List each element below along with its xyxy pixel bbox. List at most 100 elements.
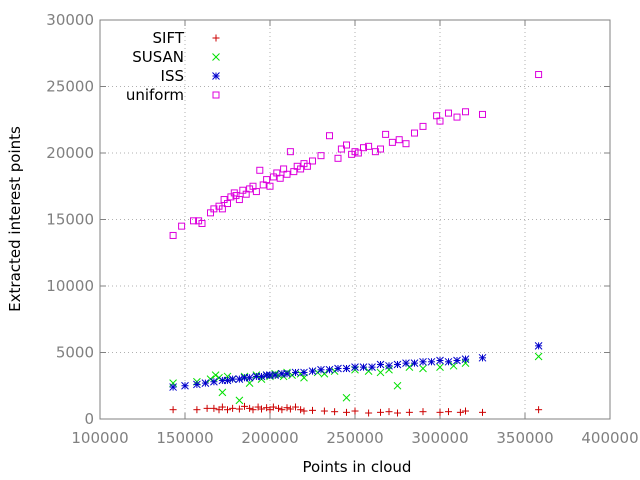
- iss-point: [534, 341, 543, 350]
- uniform-point: [445, 109, 452, 117]
- sift-point: [331, 408, 339, 416]
- sift-point: [300, 407, 308, 415]
- iss-point: [291, 368, 300, 377]
- x-axis: 100000 150000 200000 250000 300000 350000 4000…: [71, 20, 639, 447]
- sift-point: [283, 404, 291, 412]
- sift-point: [235, 405, 243, 413]
- iss-point: [376, 360, 385, 369]
- uniform-point: [411, 129, 418, 137]
- uniform-point: [479, 110, 486, 118]
- uniform-point: [402, 140, 410, 148]
- legend-label-sift: SIFT: [153, 29, 185, 47]
- legend-label-susan: SUSAN: [132, 48, 184, 66]
- legend-marker-susan: [212, 53, 220, 61]
- legend-label-uniform: uniform: [126, 86, 184, 104]
- x-axis-title: Points in cloud: [303, 458, 412, 476]
- iss-point: [235, 375, 244, 383]
- iss-point: [193, 380, 201, 389]
- iss-point: [402, 359, 410, 367]
- susan-point: [449, 361, 458, 370]
- sift-point: [419, 408, 427, 416]
- uniform-point: [218, 205, 226, 213]
- x-tick-label: 100000: [71, 429, 128, 447]
- uniform-point: [317, 152, 325, 160]
- susan-point: [376, 368, 385, 377]
- x-tick-label: 400000: [581, 429, 638, 447]
- sift-point: [445, 408, 452, 416]
- iss-point: [478, 353, 487, 362]
- uniform-point: [266, 182, 274, 190]
- iss-point: [334, 364, 342, 373]
- susan-point: [235, 396, 244, 405]
- iss-point: [228, 375, 237, 383]
- iss-point: [427, 357, 436, 366]
- y-tick-label: 10000: [46, 277, 94, 295]
- sift-point: [275, 404, 282, 412]
- series-sift: [169, 402, 543, 417]
- sift-point: [385, 408, 393, 416]
- uniform-point: [303, 162, 311, 170]
- uniform-point: [252, 188, 260, 196]
- uniform-point: [377, 145, 384, 153]
- grid: [100, 20, 610, 419]
- uniform-point: [256, 166, 264, 174]
- sift-point: [297, 406, 305, 414]
- uniform-point: [276, 174, 284, 182]
- iss-point: [436, 356, 444, 365]
- x-tick-label: 150000: [156, 429, 213, 447]
- legend-marker-uniform: [212, 91, 220, 99]
- sift-point: [193, 406, 201, 414]
- iss-point: [368, 363, 376, 371]
- iss-point: [283, 369, 291, 378]
- susan-point: [218, 388, 227, 397]
- uniform-point: [286, 148, 294, 156]
- y-axis-title: Extracted interest points: [6, 126, 24, 312]
- uniform-point: [535, 71, 543, 79]
- iss-point: [201, 379, 210, 387]
- iss-point: [461, 355, 470, 364]
- iss-point: [453, 356, 461, 365]
- legend-marker-sift: [212, 34, 220, 42]
- sift-point: [203, 404, 211, 412]
- uniform-point: [224, 200, 231, 208]
- susan-point: [342, 393, 351, 402]
- sift-point: [535, 406, 543, 414]
- iss-point: [351, 363, 359, 371]
- uniform-point: [382, 130, 390, 138]
- y-tick-label: 25000: [46, 78, 94, 96]
- uniform-point: [388, 138, 396, 146]
- uniform-point: [453, 113, 461, 121]
- sift-point: [479, 408, 486, 416]
- sift-point: [394, 409, 401, 417]
- sift-point: [436, 408, 444, 416]
- y-tick-label: 0: [84, 410, 94, 428]
- sift-point: [405, 408, 413, 416]
- iss-point: [223, 376, 232, 385]
- iss-point: [419, 357, 427, 366]
- uniform-point: [343, 141, 350, 149]
- uniform-point: [334, 154, 342, 162]
- sift-point: [218, 403, 226, 411]
- sift-point: [365, 409, 373, 417]
- sift-point: [269, 403, 277, 411]
- legend-label-iss: ISS: [161, 67, 184, 85]
- sift-point: [309, 406, 316, 414]
- iss-point: [385, 361, 393, 370]
- x-tick-label: 350000: [496, 429, 553, 447]
- data-points: [169, 71, 543, 417]
- iss-point: [308, 367, 317, 375]
- uniform-point: [309, 157, 316, 165]
- iss-point: [317, 365, 325, 374]
- uniform-point: [337, 145, 345, 153]
- iss-point: [169, 383, 177, 391]
- sift-point: [351, 407, 359, 415]
- uniform-point: [354, 149, 362, 157]
- sift-point: [377, 408, 384, 416]
- y-tick-label: 20000: [46, 144, 94, 162]
- susan-point: [436, 363, 444, 371]
- iss-point: [300, 368, 308, 377]
- sift-point: [229, 404, 237, 412]
- uniform-point: [169, 231, 177, 239]
- susan-point: [211, 371, 220, 379]
